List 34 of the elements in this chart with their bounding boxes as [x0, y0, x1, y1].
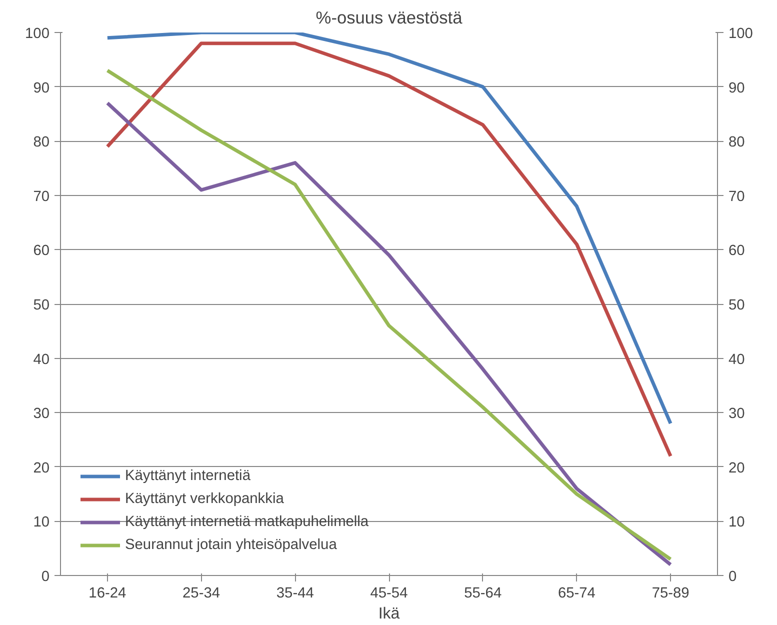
- x-tick-label: 45-54: [370, 586, 408, 602]
- y-tick-label: 50: [33, 298, 50, 314]
- y-tick-label: 70: [33, 188, 50, 205]
- y2-tick-label: 10: [728, 514, 745, 531]
- y2-tick-label: 70: [728, 188, 745, 205]
- y-tick-label: 20: [33, 460, 50, 476]
- y2-tick-label: 60: [728, 243, 745, 260]
- y2-tick-label: 50: [728, 298, 745, 314]
- y2-tick-label: 40: [728, 352, 745, 368]
- y-tick-label: 90: [33, 80, 50, 96]
- x-tick-label: 35-44: [276, 586, 314, 602]
- y2-tick-label: 90: [728, 80, 745, 96]
- legend-label: Käyttänyt internetiä: [125, 468, 250, 484]
- x-axis-title: Ikä: [378, 606, 400, 622]
- y-tick-label: 60: [33, 243, 50, 260]
- y-tick-label: 0: [41, 569, 50, 585]
- y-tick-label: 10: [33, 514, 50, 531]
- y2-tick-label: 0: [728, 569, 737, 585]
- chart-title: %-osuus väestöstä: [316, 8, 463, 28]
- x-tick-label: 55-64: [464, 586, 502, 602]
- x-tick-label: 16-24: [88, 586, 126, 602]
- y2-tick-label: 20: [728, 460, 745, 476]
- x-tick-label: 75-89: [652, 586, 690, 602]
- y-tick-label: 80: [33, 134, 50, 151]
- y2-tick-label: 30: [728, 406, 745, 422]
- x-tick-label: 25-34: [182, 586, 220, 602]
- y-tick-label: 40: [33, 352, 50, 368]
- y-tick-label: 100: [25, 26, 50, 42]
- x-tick-label: 65-74: [558, 586, 596, 602]
- legend-label: Käyttänyt verkkopankkia: [125, 491, 284, 507]
- y2-tick-label: 100: [728, 26, 753, 42]
- legend-label: Seurannut jotain yhteisöpalvelua: [125, 537, 337, 553]
- y2-tick-label: 80: [728, 134, 745, 151]
- y-tick-label: 30: [33, 406, 50, 422]
